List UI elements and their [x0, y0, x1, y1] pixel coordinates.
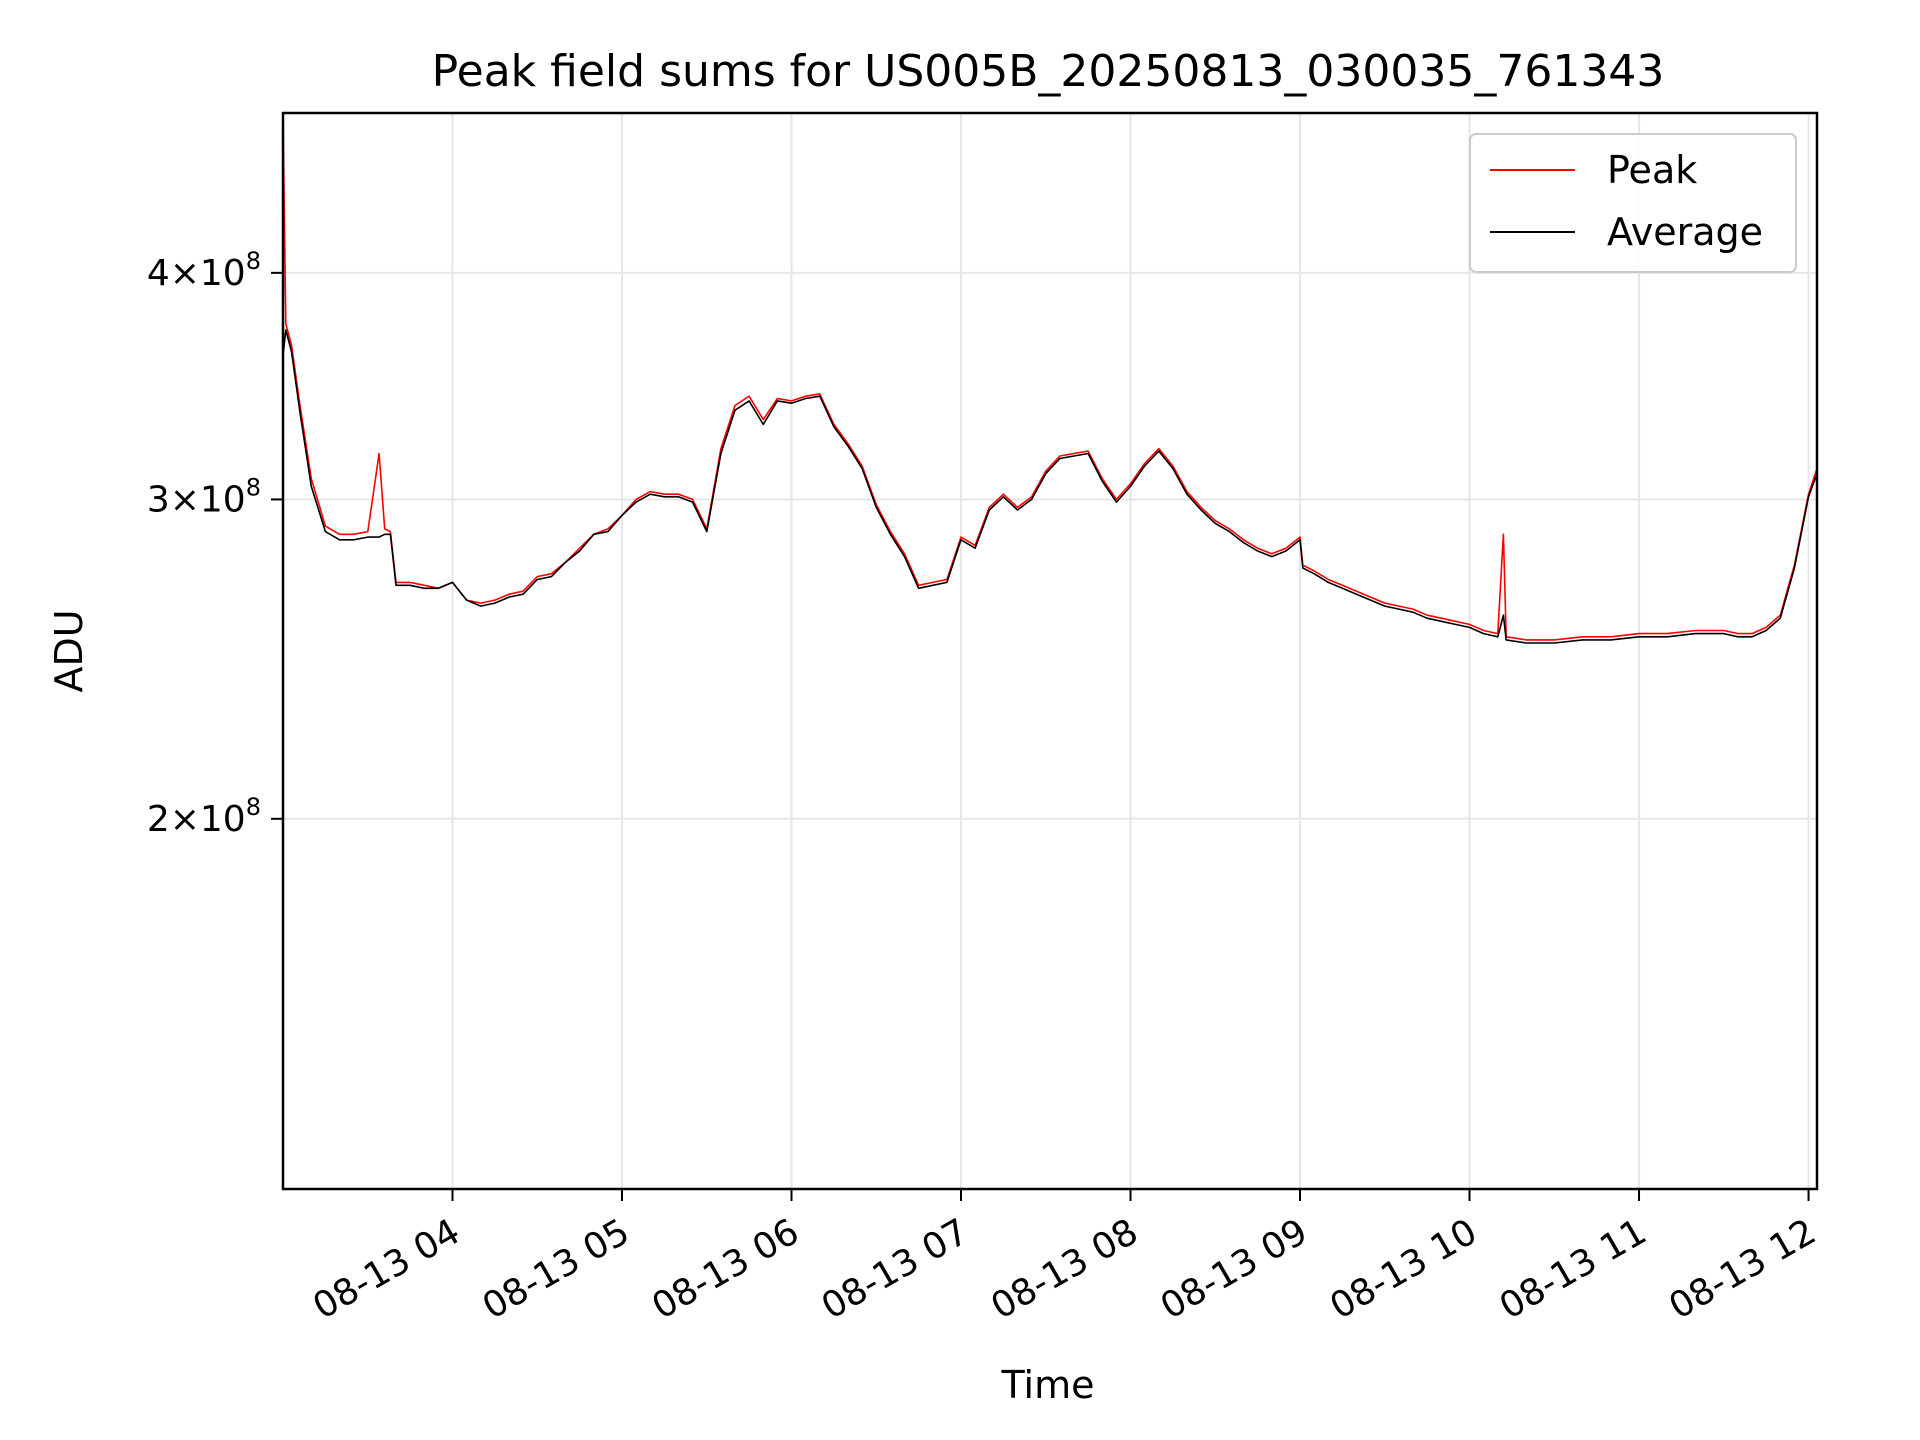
y-tick-label: 2×108: [147, 793, 261, 840]
grid: [283, 113, 1817, 1189]
plot-frame: [281, 111, 1819, 1191]
x-tick-label: 08-13 07: [815, 1211, 976, 1327]
legend-label-peak: Peak: [1607, 148, 1697, 192]
x-tick-label: 08-13 11: [1493, 1211, 1654, 1327]
x-tick-label: 08-13 09: [1154, 1211, 1315, 1327]
legend-label-average: Average: [1607, 210, 1763, 254]
x-axis-label: Time: [1001, 1363, 1095, 1407]
x-tick-label: 08-13 06: [645, 1211, 806, 1327]
chart-title: Peak field sums for US005B_20250813_0300…: [432, 46, 1665, 97]
legend: Peak Average: [1469, 133, 1797, 273]
y-axis-label: ADU: [47, 609, 91, 692]
x-tick-label: 08-13 05: [476, 1211, 637, 1327]
x-tick-label: 08-13 10: [1323, 1211, 1484, 1327]
y-tick-label: 3×108: [147, 473, 261, 520]
x-axis-ticks: 08-13 04 08-13 05 08-13 06 08-13 07 08-13 08…: [306, 1189, 1823, 1328]
series-layer: [283, 113, 1817, 644]
x-tick-label: 08-13 08: [984, 1211, 1145, 1327]
series-line-average: [283, 329, 1817, 644]
x-tick-label: 08-13 12: [1662, 1211, 1823, 1327]
y-axis-ticks: 2×108 3×108 4×108: [147, 247, 283, 840]
legend-box: [1469, 133, 1797, 273]
x-tick-label: 08-13 04: [306, 1211, 467, 1327]
y-tick-label: 4×108: [147, 247, 261, 294]
